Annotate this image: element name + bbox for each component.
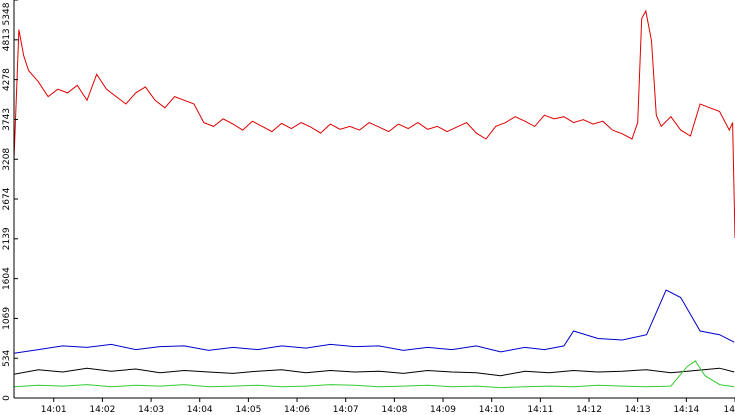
x-tick-label: 14:14 [673, 405, 699, 415]
x-tick-label: 14:03 [138, 405, 164, 415]
series-line-1 [13, 289, 735, 354]
y-tick-label: 4813 [2, 28, 12, 51]
x-tick-label: 14:04 [187, 405, 213, 415]
x-tick-label: 14:09 [430, 405, 456, 415]
x-tick-label: 14 [724, 405, 735, 415]
y-tick-label: 1069 [2, 307, 12, 330]
y-tick-label: 1604 [2, 267, 12, 290]
x-tick-label: 14:01 [41, 405, 67, 415]
x-tick-label: 14:02 [89, 405, 115, 415]
y-tick-label: 2674 [2, 187, 12, 210]
x-tick-label: 14:08 [381, 405, 407, 415]
x-tick-label: 14:05 [235, 405, 261, 415]
y-axis-ticks: 0 534 1069 1604 2139 2674 3208 3743 4278 4813 5348 [2, 0, 18, 401]
y-tick-label: 0 [2, 395, 12, 401]
series-line-2 [13, 367, 735, 377]
series-line-0 [13, 9, 735, 239]
x-tick-label: 14:12 [576, 405, 602, 415]
y-tick-label: 534 [2, 349, 12, 366]
y-tick-label: 2139 [2, 227, 12, 250]
x-tick-label: 14:10 [479, 405, 505, 415]
y-tick-label: 3743 [2, 108, 12, 131]
x-tick-label: 14:11 [527, 405, 553, 415]
x-tick-label: 14:13 [625, 405, 651, 415]
x-tick-label: 14:06 [284, 405, 310, 415]
y-tick-label: 3208 [2, 148, 12, 171]
series-line-3 [13, 360, 735, 389]
x-axis-ticks: 14:01 14:02 14:03 14:04 14:05 14:06 14:07 14:08… [41, 398, 735, 415]
y-tick-label: 4278 [2, 68, 12, 91]
plot-lines [13, 9, 735, 389]
x-tick-label: 14:07 [333, 405, 359, 415]
y-tick-label: 5348 [2, 2, 12, 25]
